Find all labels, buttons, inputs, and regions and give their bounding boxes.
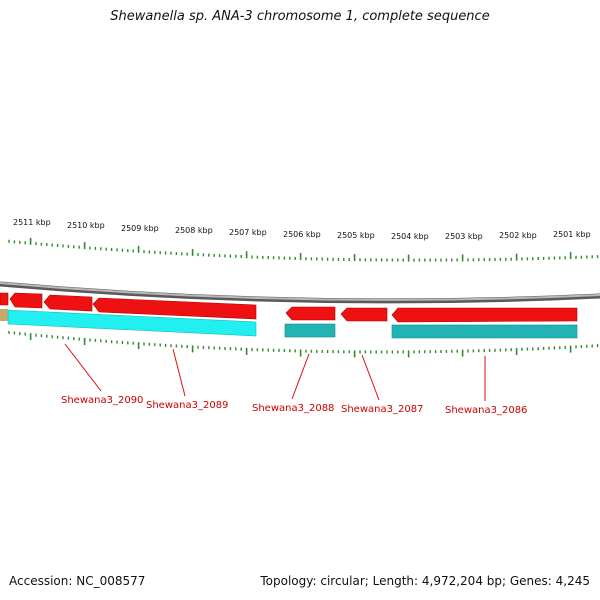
gene-arrow — [340, 307, 388, 322]
ruler-label: 2501 kbp — [553, 230, 591, 239]
topology-text: Topology: circular; Length: 4,972,204 bp… — [260, 574, 590, 588]
leader-line — [64, 343, 102, 392]
ruler-label: 2503 kbp — [445, 232, 483, 241]
backbone-arc-highlight — [0, 282, 600, 301]
ruler-label: 2505 kbp — [337, 231, 375, 240]
gene-label: Shewana3_2089 — [146, 400, 228, 411]
gene-label: Shewana3_2090 — [61, 395, 143, 406]
bottom-tick-row — [8, 330, 599, 358]
top-tick-row — [8, 237, 599, 262]
red-gene-track — [0, 292, 578, 323]
gene-arrow — [0, 292, 9, 306]
gene-arrow — [285, 306, 336, 321]
tan-block — [0, 309, 8, 321]
map-title: Shewanella sp. ANA-3 chromosome 1, compl… — [110, 9, 490, 24]
gene-arrow — [92, 297, 257, 320]
ruler-label: 2507 kbp — [229, 228, 267, 237]
forward-gene-track — [0, 309, 578, 339]
gene-label: Shewana3_2088 — [252, 403, 334, 414]
ruler-labels: 2511 kbp 2510 kbp 2509 kbp 2508 kbp 2507… — [13, 218, 591, 241]
gene-label: Shewana3_2087 — [341, 404, 423, 415]
gene-arrow — [43, 294, 93, 312]
leader-line — [361, 354, 380, 401]
teal-gene-block — [391, 324, 578, 339]
ruler-label: 2504 kbp — [391, 232, 429, 241]
accession-text: Accession: NC_008577 — [9, 574, 146, 588]
ruler-label: 2508 kbp — [175, 226, 213, 235]
gene-labels: Shewana3_2090 Shewana3_2089 Shewana3_208… — [61, 395, 527, 416]
ruler-label: 2506 kbp — [283, 230, 321, 239]
ruler-label: 2510 kbp — [67, 221, 105, 230]
gene-leader-lines — [64, 343, 486, 401]
leader-line — [172, 348, 186, 397]
cyan-gene-block — [7, 309, 257, 337]
gene-arrow — [9, 292, 43, 309]
teal-gene-block — [284, 323, 336, 338]
leader-line — [291, 353, 310, 400]
gene-label: Shewana3_2086 — [445, 405, 527, 416]
ruler-label: 2502 kbp — [499, 231, 537, 240]
ruler-label: 2509 kbp — [121, 224, 159, 233]
gene-arrow — [391, 307, 578, 323]
ruler-label: 2511 kbp — [13, 218, 51, 227]
